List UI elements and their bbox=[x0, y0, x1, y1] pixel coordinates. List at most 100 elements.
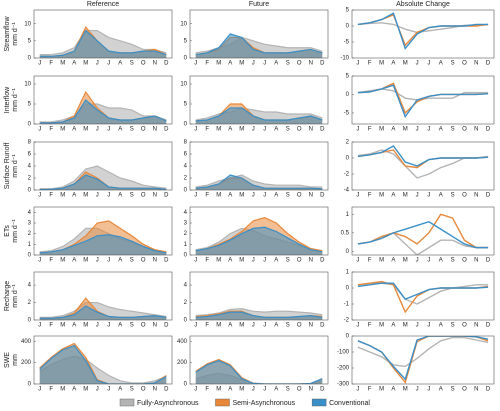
x-tick-label: O bbox=[462, 61, 467, 67]
x-tick-label: M bbox=[379, 193, 384, 199]
y-tick-label: 2 bbox=[346, 140, 350, 146]
x-tick-label: N bbox=[309, 323, 313, 329]
x-tick-label: J bbox=[356, 193, 359, 199]
x-tick-label: A bbox=[228, 258, 232, 264]
x-tick-label: A bbox=[72, 127, 76, 133]
x-tick-label: O bbox=[297, 387, 302, 393]
x-tick-label: D bbox=[320, 258, 325, 264]
x-tick-label: O bbox=[141, 258, 146, 264]
x-tick-label: J bbox=[416, 61, 419, 67]
plot bbox=[39, 90, 167, 124]
x-tick-label: A bbox=[391, 127, 395, 133]
y-tick-label: -2 bbox=[344, 172, 350, 178]
x-tick-label: M bbox=[403, 193, 408, 199]
y-tick-label: -300 bbox=[337, 382, 350, 388]
x-tick-label: N bbox=[153, 258, 157, 264]
x-tick-label: D bbox=[486, 193, 491, 199]
x-tick-label: M bbox=[83, 127, 88, 133]
y-tick-label: 4 bbox=[28, 164, 32, 170]
x-tick-label: N bbox=[153, 193, 157, 199]
x-tick-label: J bbox=[252, 127, 255, 133]
x-tick-label: F bbox=[205, 61, 209, 67]
x-tick-label: J bbox=[427, 127, 430, 133]
x-tick-label: A bbox=[274, 193, 278, 199]
series-line bbox=[39, 165, 167, 190]
area-fill bbox=[39, 234, 167, 255]
x-tick-label: D bbox=[164, 127, 169, 133]
x-tick-label: J bbox=[107, 323, 110, 329]
x-tick-label: S bbox=[130, 61, 134, 67]
x-tick-label: M bbox=[239, 387, 244, 393]
x-tick-label: J bbox=[252, 323, 255, 329]
y-tick-label: 10 bbox=[24, 82, 31, 88]
y-tick-label: -100 bbox=[337, 350, 350, 356]
y-tick-label: 0 bbox=[346, 334, 350, 340]
x-tick-label: M bbox=[83, 323, 88, 329]
y-tick-label: 6 bbox=[184, 152, 188, 158]
x-tick-label: A bbox=[118, 323, 122, 329]
plot bbox=[39, 165, 167, 190]
x-tick-label: F bbox=[205, 387, 209, 393]
x-tick-label: O bbox=[462, 387, 467, 393]
x-tick-label: O bbox=[297, 258, 302, 264]
x-tick-label: M bbox=[403, 323, 408, 329]
y-label: Streamflow bbox=[4, 16, 11, 52]
x-tick-label: F bbox=[368, 323, 372, 329]
plot bbox=[39, 297, 167, 320]
x-tick-label: J bbox=[194, 387, 197, 393]
x-tick-label: A bbox=[72, 258, 76, 264]
y-unit: mm d⁻¹ bbox=[12, 88, 19, 112]
x-tick-label: J bbox=[263, 193, 266, 199]
y-label: SWE bbox=[4, 352, 11, 368]
y-unit: mm d⁻¹ bbox=[12, 284, 19, 308]
x-tick-label: F bbox=[49, 323, 53, 329]
x-tick-label: D bbox=[164, 193, 169, 199]
y-tick-label: 0 bbox=[346, 249, 350, 255]
y-tick-label: 0 bbox=[346, 24, 350, 30]
area-fill bbox=[195, 360, 323, 384]
plot bbox=[357, 280, 489, 314]
x-tick-label: N bbox=[309, 61, 313, 67]
y-tick-label: 10 bbox=[24, 21, 31, 27]
y-tick-label: 2 bbox=[28, 176, 32, 182]
x-tick-label: O bbox=[297, 127, 302, 133]
series-line bbox=[357, 282, 489, 305]
x-tick-label: S bbox=[130, 193, 134, 199]
x-tick-label: O bbox=[141, 193, 146, 199]
series-line bbox=[39, 103, 167, 123]
series-line bbox=[357, 232, 489, 255]
x-tick-label: M bbox=[216, 387, 221, 393]
x-tick-label: N bbox=[474, 127, 478, 133]
x-tick-label: M bbox=[239, 323, 244, 329]
frame bbox=[351, 271, 495, 321]
x-tick-label: N bbox=[474, 193, 478, 199]
x-tick-label: A bbox=[274, 387, 278, 393]
x-tick-label: S bbox=[130, 258, 134, 264]
x-tick-label: M bbox=[403, 258, 408, 264]
legend-label: Conventional bbox=[329, 400, 370, 407]
x-tick-label: M bbox=[239, 61, 244, 67]
frame bbox=[189, 271, 329, 321]
x-tick-label: O bbox=[297, 323, 302, 329]
x-tick-label: M bbox=[83, 61, 88, 67]
x-tick-label: F bbox=[205, 127, 209, 133]
x-tick-label: O bbox=[297, 193, 302, 199]
plot bbox=[195, 217, 323, 255]
y-tick-label: 0 bbox=[346, 286, 350, 292]
y-tick-label: 0 bbox=[346, 92, 350, 98]
x-tick-label: O bbox=[141, 387, 146, 393]
frame bbox=[33, 75, 173, 125]
x-tick-label: A bbox=[391, 323, 395, 329]
series-line bbox=[195, 107, 323, 122]
plot bbox=[39, 26, 167, 58]
frame bbox=[189, 335, 329, 385]
x-tick-label: D bbox=[486, 258, 491, 264]
x-tick-label: J bbox=[96, 258, 99, 264]
x-tick-label: A bbox=[118, 258, 122, 264]
x-tick-label: D bbox=[320, 193, 325, 199]
x-tick-label: D bbox=[320, 323, 325, 329]
x-tick-label: J bbox=[356, 258, 359, 264]
frame bbox=[351, 335, 495, 385]
series-line bbox=[39, 99, 167, 124]
area-fill bbox=[195, 227, 323, 255]
